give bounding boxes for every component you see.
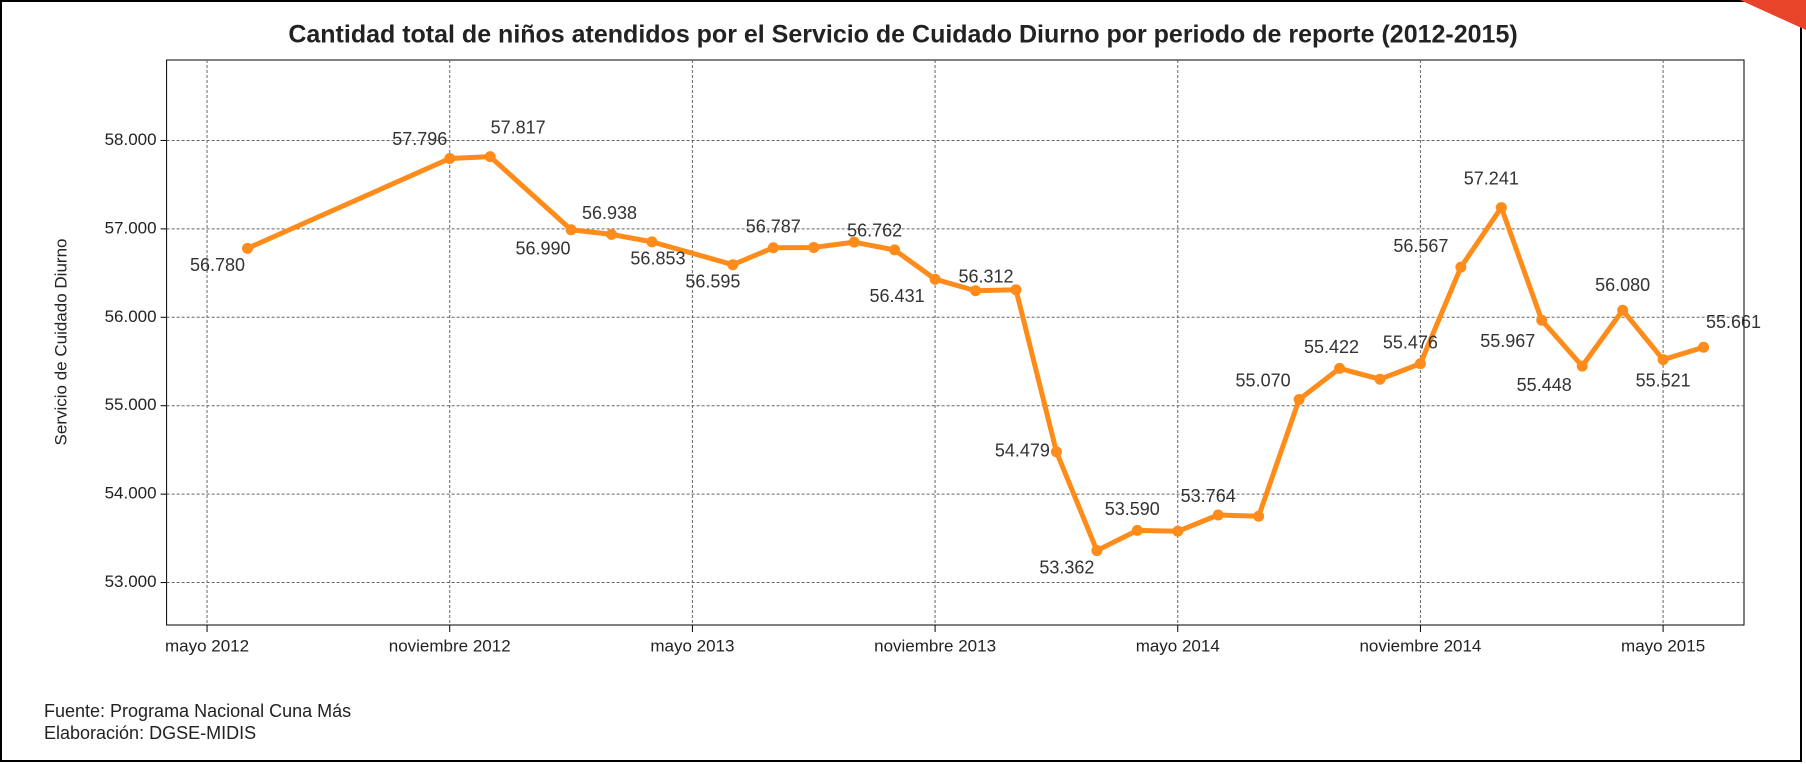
value-label: 56.762 [847,221,902,241]
point [646,236,658,248]
value-label: 55.070 [1236,370,1291,390]
value-label: 56.780 [190,255,245,275]
value-label: 56.567 [1393,236,1448,256]
x-tick-label: mayo 2015 [1621,636,1705,655]
y-tick-label: 58.000 [105,130,157,149]
value-label: 56.853 [630,249,685,269]
y-axis-label: Servicio de Cuidado Diurno [51,239,70,446]
corner-decoration [1740,0,1806,30]
line [246,154,1705,554]
point [929,273,941,285]
point [1374,373,1386,385]
value-label: 56.938 [582,203,637,223]
point [1334,362,1346,374]
point [1253,510,1265,522]
point [1536,314,1548,326]
point [848,236,860,248]
point [727,259,739,271]
point [970,285,982,297]
point [1617,304,1629,316]
value-label: 56.312 [958,266,1013,286]
value-label: 57.817 [491,117,546,137]
value-label: 56.431 [870,286,925,306]
value-label: 55.476 [1383,332,1438,352]
value-label: 55.521 [1636,370,1691,390]
value-label: 55.448 [1517,375,1572,395]
y-tick-label: 54.000 [105,484,157,503]
footnote: Elaboración: DGSE-MIDIS [44,723,256,743]
chart-title: Cantidad total de niños atendidos por el… [288,21,1517,49]
point [1698,341,1710,353]
value-label: 56.787 [746,216,801,236]
value-label: 53.590 [1105,499,1160,519]
point [1050,446,1062,458]
footnote: Fuente: Programa Nacional Cuna Más [44,701,351,721]
point [808,241,820,253]
point [1091,545,1103,557]
value-label: 57.796 [392,129,447,149]
value-label: 56.990 [516,239,571,259]
y-tick-label: 53.000 [105,572,157,591]
point [889,244,901,256]
point [1414,358,1426,370]
value-label: 53.764 [1181,486,1236,506]
x-tick-label: noviembre 2014 [1359,636,1481,655]
point [1576,360,1588,372]
value-label: 56.080 [1595,275,1650,295]
x-tick-label: noviembre 2012 [389,636,511,655]
x-tick-label: mayo 2012 [165,636,249,655]
point [1293,394,1305,406]
value-label: 54.479 [995,441,1050,461]
plot-area [166,59,1745,626]
point [484,151,496,163]
point [1657,354,1669,366]
value-label: 56.595 [685,271,740,291]
x-tick-label: noviembre 2013 [874,636,996,655]
point [606,228,618,240]
point [767,242,779,254]
value-label: 55.661 [1706,312,1761,332]
point [444,152,456,164]
point [1172,525,1184,537]
y-tick-label: 56.000 [105,307,157,326]
point [1455,261,1467,273]
y-tick-label: 57.000 [105,218,157,237]
point [1495,202,1507,214]
x-tick-label: mayo 2014 [1136,636,1220,655]
point [1131,524,1143,536]
y-tick-label: 55.000 [105,395,157,414]
point [241,242,253,254]
value-label: 55.967 [1480,331,1535,351]
value-label: 53.362 [1039,557,1094,577]
point [1212,509,1224,521]
point [1010,284,1022,296]
point [565,224,577,236]
x-tick-label: mayo 2013 [650,636,734,655]
value-label: 57.241 [1464,168,1519,188]
value-label: 55.422 [1304,337,1359,357]
